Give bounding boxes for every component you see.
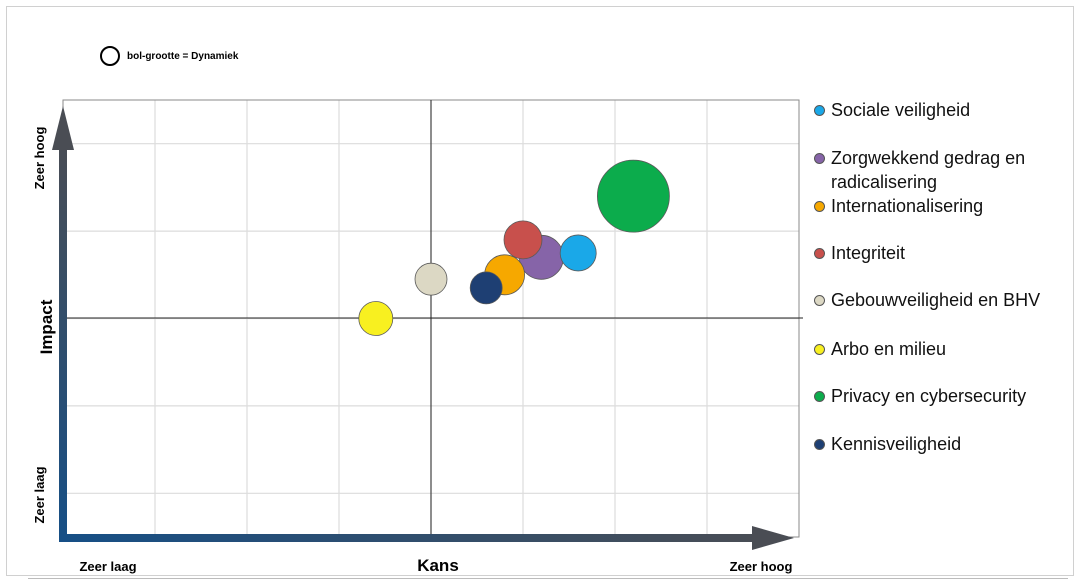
legend-label: Sociale veiligheid bbox=[831, 100, 971, 120]
legend-swatch bbox=[814, 295, 825, 306]
legend-item: Kennisveiligheid bbox=[814, 432, 961, 456]
bubble-gebouwveiligheid-en-bhv bbox=[414, 262, 448, 296]
bubble-integriteit bbox=[503, 220, 543, 260]
legend-label: Privacy en cybersecurity bbox=[831, 386, 1027, 406]
legend-swatch bbox=[814, 105, 825, 116]
x-high-label: Zeer hoog bbox=[730, 559, 793, 574]
y-axis-arrow bbox=[52, 106, 74, 540]
legend-swatch bbox=[814, 248, 825, 259]
legend-item: Internationalisering bbox=[814, 194, 983, 218]
bubble-size-key-icon bbox=[100, 46, 120, 66]
bubble-arbo-en-milieu bbox=[358, 301, 394, 336]
legend-label: Arbo en milieu bbox=[831, 339, 947, 359]
y-low-label: Zeer laag bbox=[32, 466, 47, 523]
legend-label: Internationalisering bbox=[831, 196, 984, 216]
y-axis-label: Impact bbox=[37, 299, 56, 354]
bubble-kennisveiligheid bbox=[469, 271, 503, 305]
bubble-size-key: bol-grootte = Dynamiek bbox=[100, 46, 238, 66]
bubbles bbox=[358, 159, 670, 336]
legend-item: Sociale veiligheid bbox=[814, 98, 970, 122]
bubble-privacy-en-cybersecurity bbox=[597, 159, 670, 233]
bottom-divider bbox=[28, 578, 1068, 579]
legend-swatch bbox=[814, 153, 825, 164]
legend-item: Gebouwveiligheid en BHV bbox=[814, 288, 1040, 312]
legend-swatch bbox=[814, 391, 825, 402]
legend-label: Integriteit bbox=[831, 243, 906, 263]
legend-item: Integriteit bbox=[814, 241, 905, 265]
legend-item: Zorgwekkend gedrag en radicalisering bbox=[814, 146, 1076, 194]
legend-item: Arbo en milieu bbox=[814, 337, 946, 361]
bubble-size-key-label: bol-grootte = Dynamiek bbox=[127, 50, 239, 62]
legend-label: Gebouwveiligheid en BHV bbox=[831, 290, 1041, 310]
x-axis-label: Kans bbox=[417, 556, 459, 575]
chart-frame bbox=[6, 6, 1074, 576]
legend-item: Privacy en cybersecurity bbox=[814, 384, 1026, 408]
legend-label: Zorgwekkend gedrag en radicalisering bbox=[831, 148, 1026, 192]
legend-swatch bbox=[814, 439, 825, 450]
legend-swatch bbox=[814, 344, 825, 355]
legend-swatch bbox=[814, 201, 825, 212]
bubble-sociale-veiligheid bbox=[559, 234, 597, 272]
y-high-label: Zeer hoog bbox=[32, 127, 47, 190]
x-low-label: Zeer laag bbox=[79, 559, 136, 574]
x-axis-arrow bbox=[59, 526, 794, 550]
legend-label: Kennisveiligheid bbox=[831, 434, 962, 454]
